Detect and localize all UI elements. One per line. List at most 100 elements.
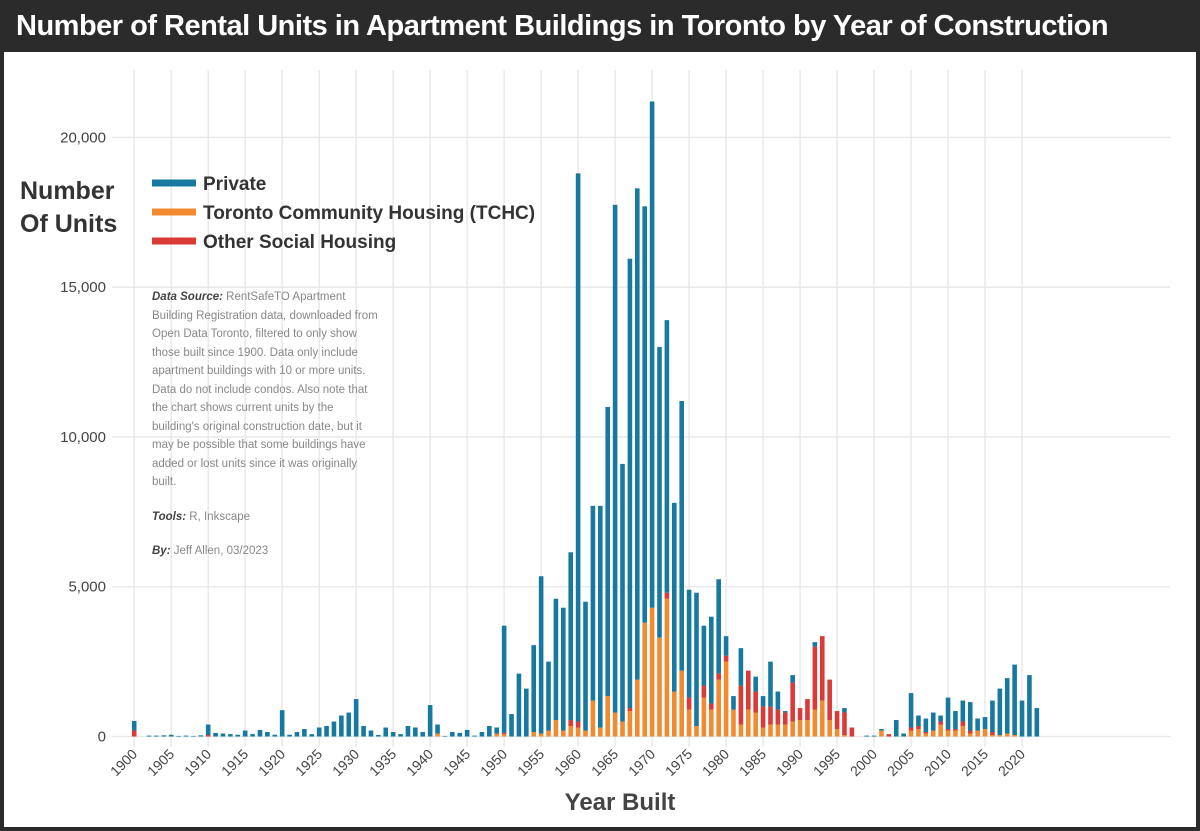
bar-segment xyxy=(501,625,507,733)
bar-segment xyxy=(701,685,707,698)
bar-segment xyxy=(516,673,522,737)
bar-segment xyxy=(368,730,374,737)
bar-segment xyxy=(819,700,825,737)
bar-segment xyxy=(1034,708,1040,737)
bar-segment xyxy=(487,726,492,737)
bar-segment xyxy=(353,699,359,737)
bar-segment xyxy=(627,258,633,709)
legend-label: Other Social Housing xyxy=(203,232,396,253)
bar-segment xyxy=(590,700,596,737)
bar-segment xyxy=(908,730,914,737)
bar-segment xyxy=(531,645,537,733)
bar-segment xyxy=(472,735,477,737)
bar-segment xyxy=(790,721,795,737)
bar-segment xyxy=(553,598,559,721)
bar-segment xyxy=(827,679,832,721)
x-tick-label: 2015 xyxy=(958,746,991,779)
bar-segment xyxy=(738,685,744,725)
bar-segment xyxy=(561,730,566,737)
bar-segment xyxy=(620,721,625,737)
bar-segment xyxy=(568,720,574,727)
bar-segment xyxy=(871,735,877,737)
bar-segment xyxy=(842,712,847,736)
bar-segment xyxy=(324,726,329,737)
bar-segment xyxy=(257,729,263,737)
bar-segment xyxy=(782,724,788,737)
by-text: Jeff Allen, 03/2023 xyxy=(173,545,269,557)
bar-segment xyxy=(967,733,973,737)
bar-segment xyxy=(494,733,500,737)
bar-segment xyxy=(775,709,781,725)
bar-segment xyxy=(953,729,958,731)
bar-segment xyxy=(302,729,307,737)
bar-segment xyxy=(760,727,766,737)
chart-title: Number of Rental Units in Apartment Buil… xyxy=(16,10,1109,42)
bar-segment xyxy=(686,709,692,737)
bar-segment xyxy=(760,696,766,707)
bar-segment xyxy=(701,697,707,737)
bar-segment xyxy=(812,642,818,647)
bar-segment xyxy=(546,730,551,737)
bar-segment xyxy=(309,734,315,737)
bar-segment xyxy=(205,735,211,737)
bar-segment xyxy=(945,729,951,731)
bar-segment xyxy=(235,734,241,737)
legend-label: Toronto Community Housing (TCHC) xyxy=(203,203,535,224)
bar-segment xyxy=(805,699,810,721)
bar-segment xyxy=(154,735,159,737)
bar-segment xyxy=(575,173,581,722)
x-tick-label: 1985 xyxy=(736,746,769,779)
tools-note: Tools: R, Inkscape xyxy=(152,508,380,527)
bar-segment xyxy=(427,705,433,737)
bar-segment xyxy=(546,661,551,731)
bar-segment xyxy=(383,727,389,737)
bar-segment xyxy=(930,730,936,737)
bar-segment xyxy=(612,712,618,737)
bar-segment xyxy=(272,734,278,737)
x-tick-label: 1945 xyxy=(440,746,473,779)
x-tick-label: 1955 xyxy=(514,746,547,779)
bar-segment xyxy=(627,708,633,712)
bar-segment xyxy=(916,715,921,727)
x-tick-label: 1980 xyxy=(699,746,732,779)
bar-segment xyxy=(390,732,396,737)
bar-segment xyxy=(768,661,773,707)
x-tick-label: 1975 xyxy=(662,746,695,779)
bar-segment xyxy=(916,729,921,737)
bar-segment xyxy=(524,688,529,737)
bar-segment xyxy=(568,726,574,737)
bar-segment xyxy=(923,733,929,737)
bar-segment xyxy=(975,730,980,737)
notes: Data Source: RentSafeTO Apartment Buildi… xyxy=(152,288,380,577)
bar-segment xyxy=(131,730,137,737)
bar-segment xyxy=(287,734,292,737)
x-tick-label: 2010 xyxy=(921,746,954,779)
x-tick-label: 1915 xyxy=(218,746,251,779)
bar-segment xyxy=(561,607,566,731)
bar-segment xyxy=(331,721,337,737)
bar-segment xyxy=(938,721,943,725)
bar-segment xyxy=(450,732,455,737)
bar-segment xyxy=(768,706,773,725)
bar-segment xyxy=(598,505,603,728)
bar-segment xyxy=(686,697,692,710)
bar-segment xyxy=(842,708,847,713)
bar-segment xyxy=(657,347,662,638)
bar-segment xyxy=(819,636,825,701)
x-tick-label: 1905 xyxy=(144,746,177,779)
bar-segment xyxy=(716,679,721,737)
bar-segment xyxy=(205,724,211,736)
x-tick-label: 2020 xyxy=(995,746,1028,779)
bar-segment xyxy=(893,720,899,737)
bar-segment xyxy=(953,730,958,737)
bar-segment xyxy=(812,646,818,710)
bar-segment xyxy=(398,734,403,737)
bar-segment xyxy=(923,718,929,733)
bar-segment xyxy=(782,712,788,725)
bar-segment xyxy=(901,733,906,737)
bar-segment xyxy=(716,579,721,674)
bar-segment xyxy=(213,732,218,737)
bar-segment xyxy=(605,696,611,737)
bar-segment xyxy=(168,734,174,737)
